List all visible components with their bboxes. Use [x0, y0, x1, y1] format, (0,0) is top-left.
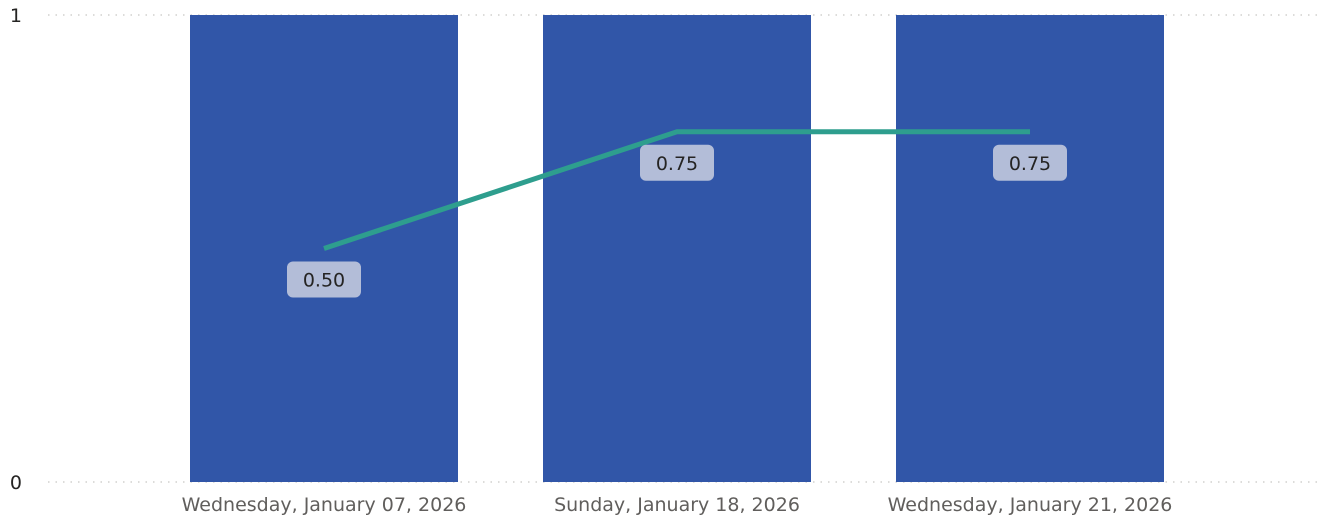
- x-tick-label: Wednesday, January 07, 2026: [182, 494, 467, 516]
- bar[interactable]: [543, 15, 811, 482]
- data-label-box: [640, 144, 714, 181]
- x-tick-label: Wednesday, January 21, 2026: [888, 494, 1173, 516]
- y-tick-label: 0: [10, 472, 22, 494]
- data-label-box: [287, 261, 361, 298]
- data-label: 0.75: [1009, 153, 1051, 175]
- bar[interactable]: [896, 15, 1164, 482]
- bar-series: [190, 15, 1164, 482]
- data-label: 0.50: [303, 270, 345, 292]
- line-series: [323, 129, 1030, 251]
- data-label: 0.75: [656, 153, 698, 175]
- y-axis: 01: [10, 5, 22, 494]
- data-label-box: [993, 144, 1067, 181]
- line-path[interactable]: [323, 129, 1030, 251]
- x-tick-label: Sunday, January 18, 2026: [554, 494, 800, 516]
- y-tick-label: 1: [10, 5, 22, 27]
- x-axis: Wednesday, January 07, 2026 Sunday, Janua…: [182, 494, 1173, 516]
- data-labels: 0.50 0.75 0.75: [287, 144, 1067, 298]
